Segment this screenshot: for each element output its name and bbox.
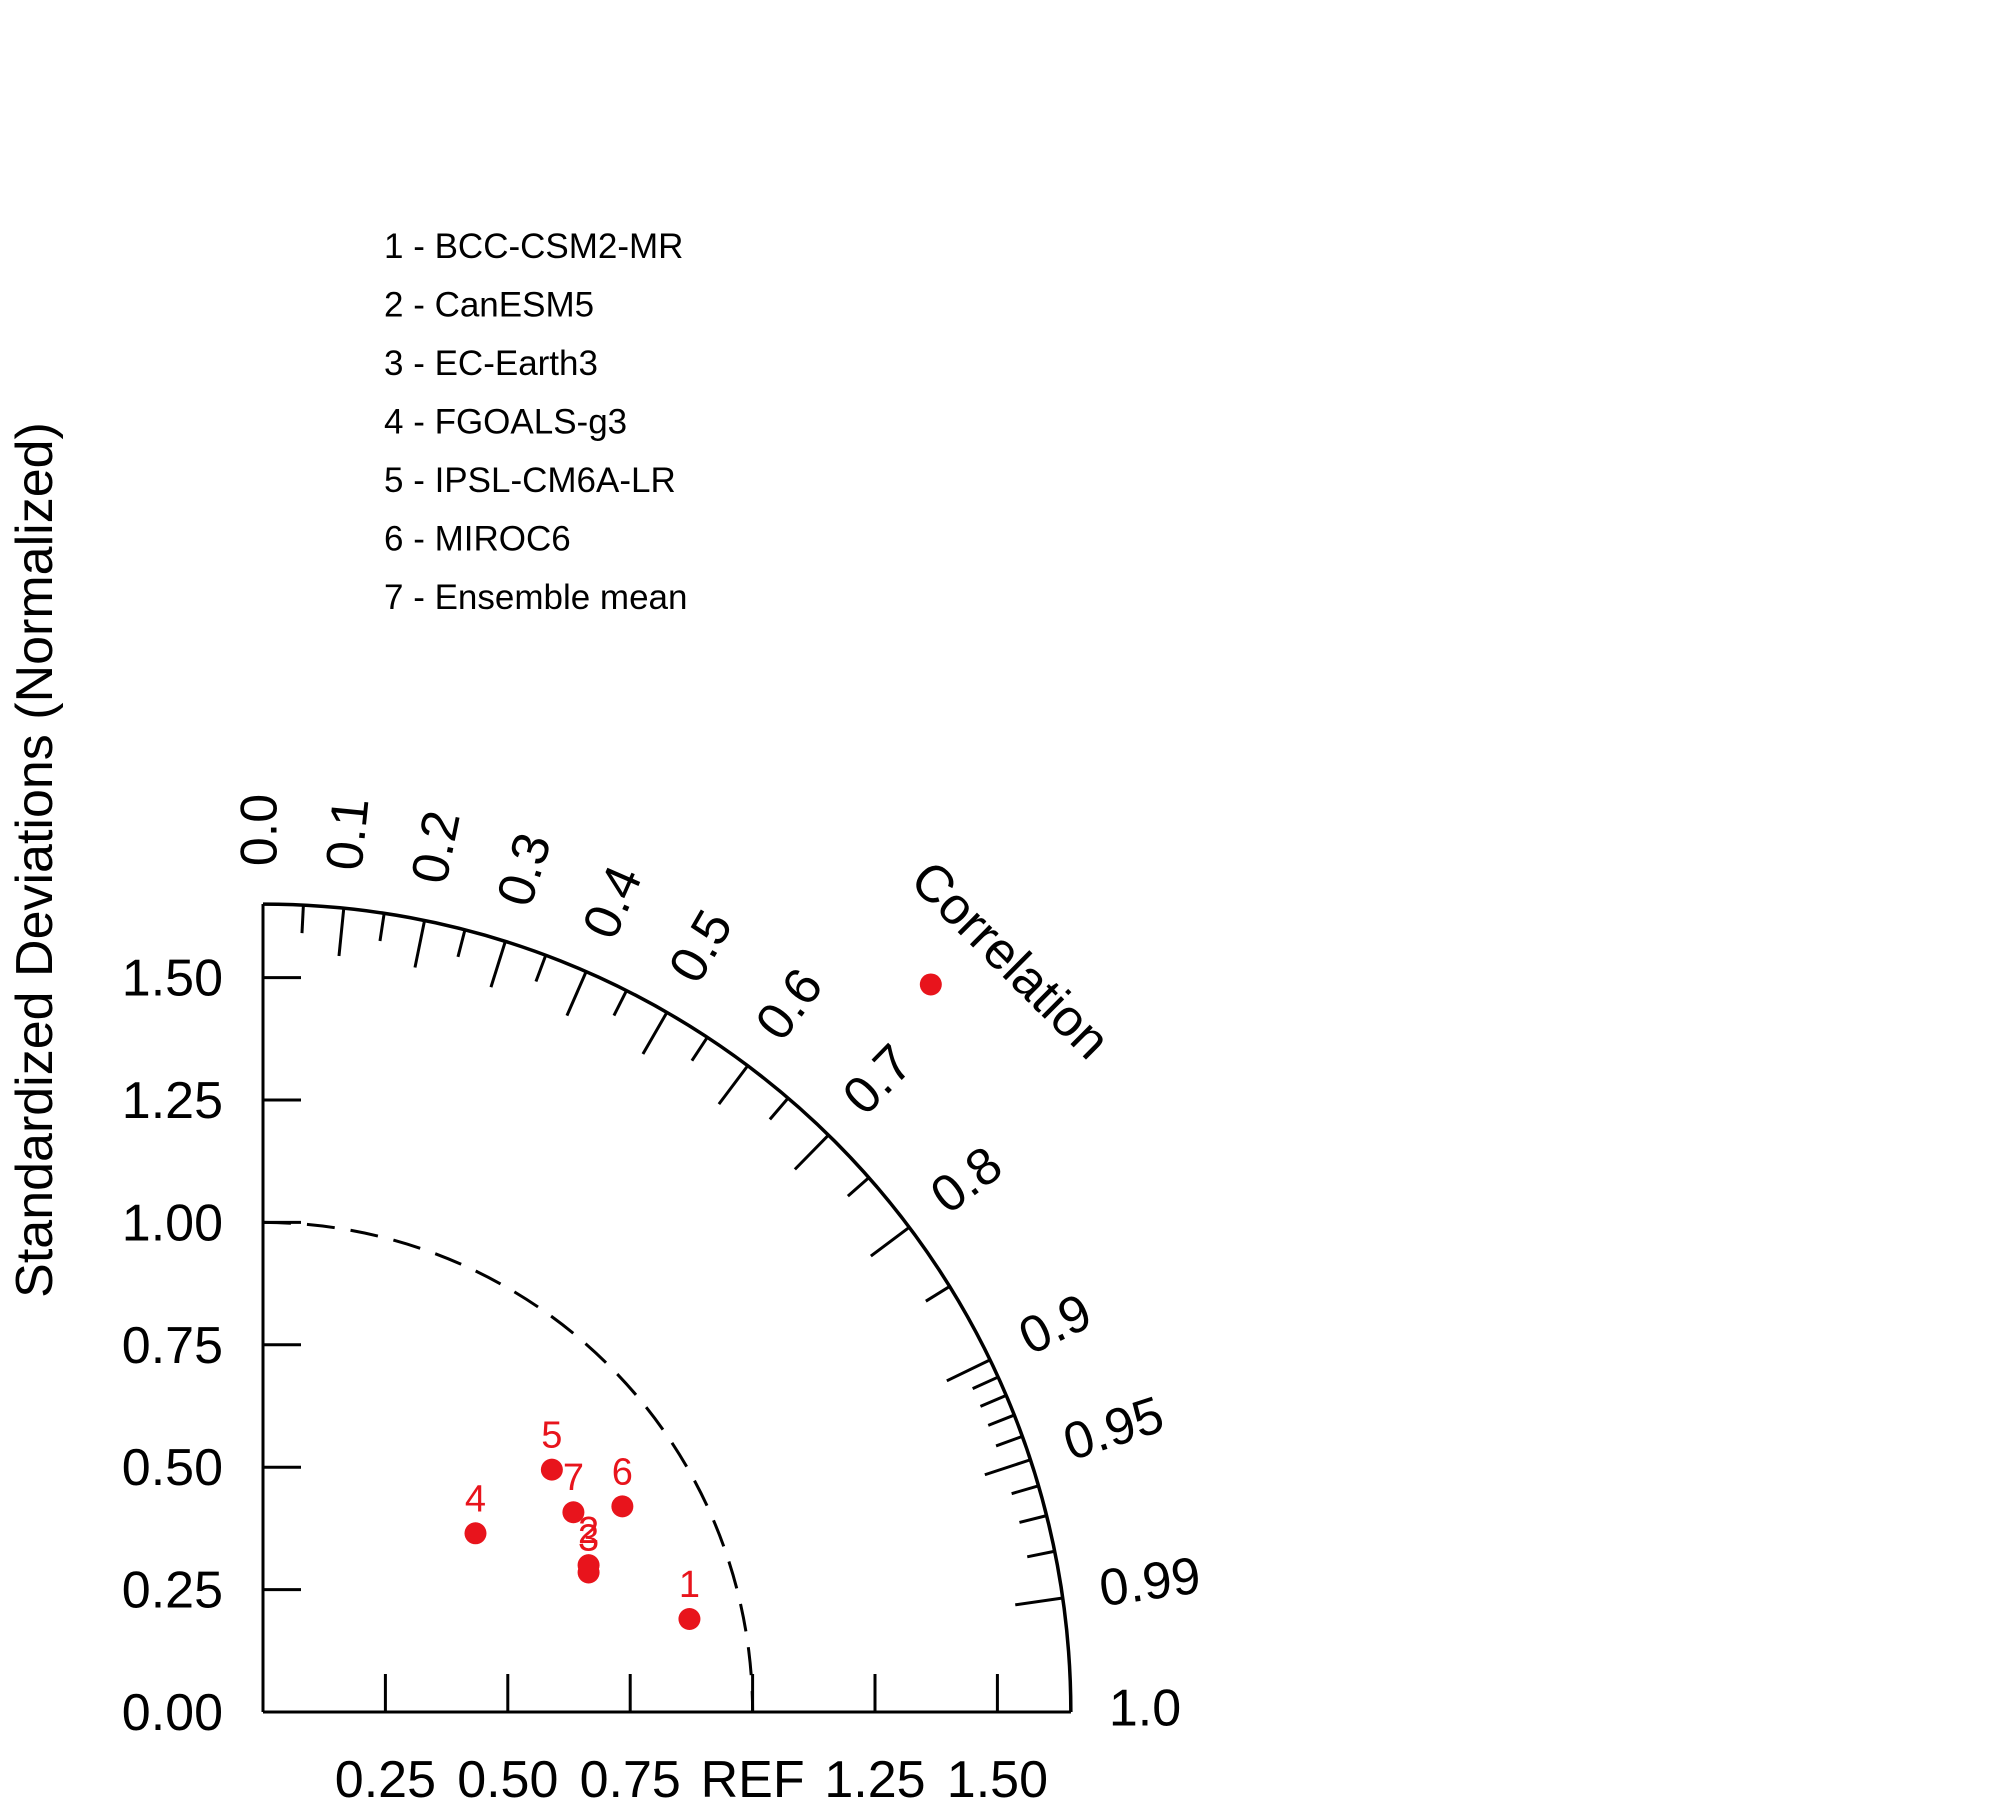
corr-minor-tick <box>979 1394 1007 1408</box>
x-tick-label: 0.50 <box>457 1751 558 1805</box>
legend-entry: 1 - BCC-CSM2-MR <box>384 227 683 266</box>
corr-minor-tick <box>1026 1549 1055 1559</box>
data-point-label: 4 <box>465 1478 486 1520</box>
y-tick-label: 1.25 <box>122 1072 223 1130</box>
corr-major-tick <box>489 940 507 988</box>
corr-major-tick <box>717 1064 749 1106</box>
data-point-label: 1 <box>679 1564 700 1606</box>
corr-tick-label: 0.95 <box>1056 1386 1170 1473</box>
corr-minor-tick <box>972 1375 999 1391</box>
correlation-axis-title: Correlation <box>900 850 1121 1070</box>
corr-minor-tick <box>612 989 628 1017</box>
data-point <box>919 973 942 996</box>
data-point-label: 3 <box>578 1517 599 1559</box>
x-tick-label: 1.50 <box>947 1751 1048 1805</box>
data-point-label: 5 <box>541 1415 562 1457</box>
legend: 1 - BCC-CSM2-MR 2 - CanESM5 3 - EC-Earth3 4… <box>384 227 687 617</box>
corr-tick-label: 0.7 <box>832 1034 924 1126</box>
corr-minor-tick <box>300 905 305 934</box>
x-tick-label: 0.25 <box>335 1751 436 1805</box>
corr-minor-tick <box>987 1413 1015 1427</box>
corr-minor-tick <box>378 913 386 942</box>
corr-major-tick <box>565 971 588 1017</box>
corr-minor-tick <box>1019 1514 1047 1524</box>
data-point <box>562 1501 585 1524</box>
data-point-label: 2 <box>578 1510 599 1552</box>
corr-major-tick <box>337 908 346 957</box>
legend-entry: 6 - MIROC6 <box>384 520 571 559</box>
y-tick-label: 0.75 <box>122 1317 223 1375</box>
corr-minor-tick <box>925 1285 951 1303</box>
data-point <box>611 1495 634 1518</box>
corr-minor-tick <box>456 929 467 958</box>
corr-major-tick <box>1015 1596 1063 1607</box>
corr-minor-tick <box>846 1176 870 1198</box>
x-tick-label: 0.75 <box>580 1751 681 1805</box>
y-tick-label: 0.25 <box>122 1562 223 1620</box>
data-point-label: 6 <box>612 1451 633 1493</box>
corr-major-tick <box>869 1226 911 1258</box>
corr-minor-tick <box>1011 1484 1039 1496</box>
corr-tick-label: 1.0 <box>1109 1680 1181 1738</box>
legend-entry: 7 - Ensemble mean <box>384 578 687 617</box>
data-point <box>678 1607 701 1630</box>
corr-major-tick <box>413 920 427 968</box>
corr-major-tick <box>641 1011 669 1055</box>
corr-tick-label: 0.5 <box>658 901 744 993</box>
y-tick-label: 1.00 <box>122 1194 223 1252</box>
corr-tick-label: 0.3 <box>486 826 563 912</box>
corr-tick-label: 0.0 <box>231 794 289 866</box>
corr-minor-tick <box>690 1036 709 1062</box>
corr-tick-label: 0.6 <box>745 958 835 1051</box>
data-point <box>577 1561 600 1584</box>
corr-minor-tick <box>768 1097 790 1121</box>
data-point-label: 7 <box>563 1457 584 1499</box>
correlation-arc: 0.0 0.1 0.2 0.3 0.4 0.50.60.70.8 0.9 0.95 0.99 1.… <box>231 794 1204 1738</box>
corr-tick-label: 0.1 <box>315 795 380 873</box>
x-tick-label: REF <box>701 1751 805 1805</box>
legend-entry: 2 - CanESM5 <box>384 286 594 325</box>
corr-major-tick <box>793 1134 830 1171</box>
corr-tick-label: 0.9 <box>1010 1283 1100 1367</box>
data-point <box>464 1522 487 1545</box>
corr-major-tick <box>946 1358 991 1383</box>
y-axis-title: Standardized Deviations (Normalized) <box>6 422 64 1298</box>
corr-major-tick <box>984 1458 1031 1477</box>
corr-tick-label: 0.4 <box>572 858 654 947</box>
x-tick-label: 1.25 <box>824 1751 925 1805</box>
legend-entry: 4 - FGOALS-g3 <box>384 403 627 442</box>
y-tick-label: 0.50 <box>122 1439 223 1497</box>
y-tick-label: 1.50 <box>122 950 223 1008</box>
corr-minor-tick <box>995 1434 1023 1448</box>
data-point <box>540 1458 563 1481</box>
reference-std-arc <box>262 1220 755 1713</box>
y-tick-label: 0.00 <box>122 1684 223 1742</box>
outer-arc <box>262 902 1073 1713</box>
corr-minor-tick <box>534 954 548 983</box>
legend-entry: 5 - IPSL-CM6A-LR <box>384 461 676 500</box>
corr-tick-label: 0.8 <box>920 1135 1013 1225</box>
legend-entry: 3 - EC-Earth3 <box>384 344 598 383</box>
corr-tick-label: 0.2 <box>401 806 472 888</box>
axes: 0.000.250.500.751.001.251.500.25 0.50 0.75… <box>122 904 1071 1805</box>
corr-tick-label: 0.99 <box>1096 1546 1204 1618</box>
